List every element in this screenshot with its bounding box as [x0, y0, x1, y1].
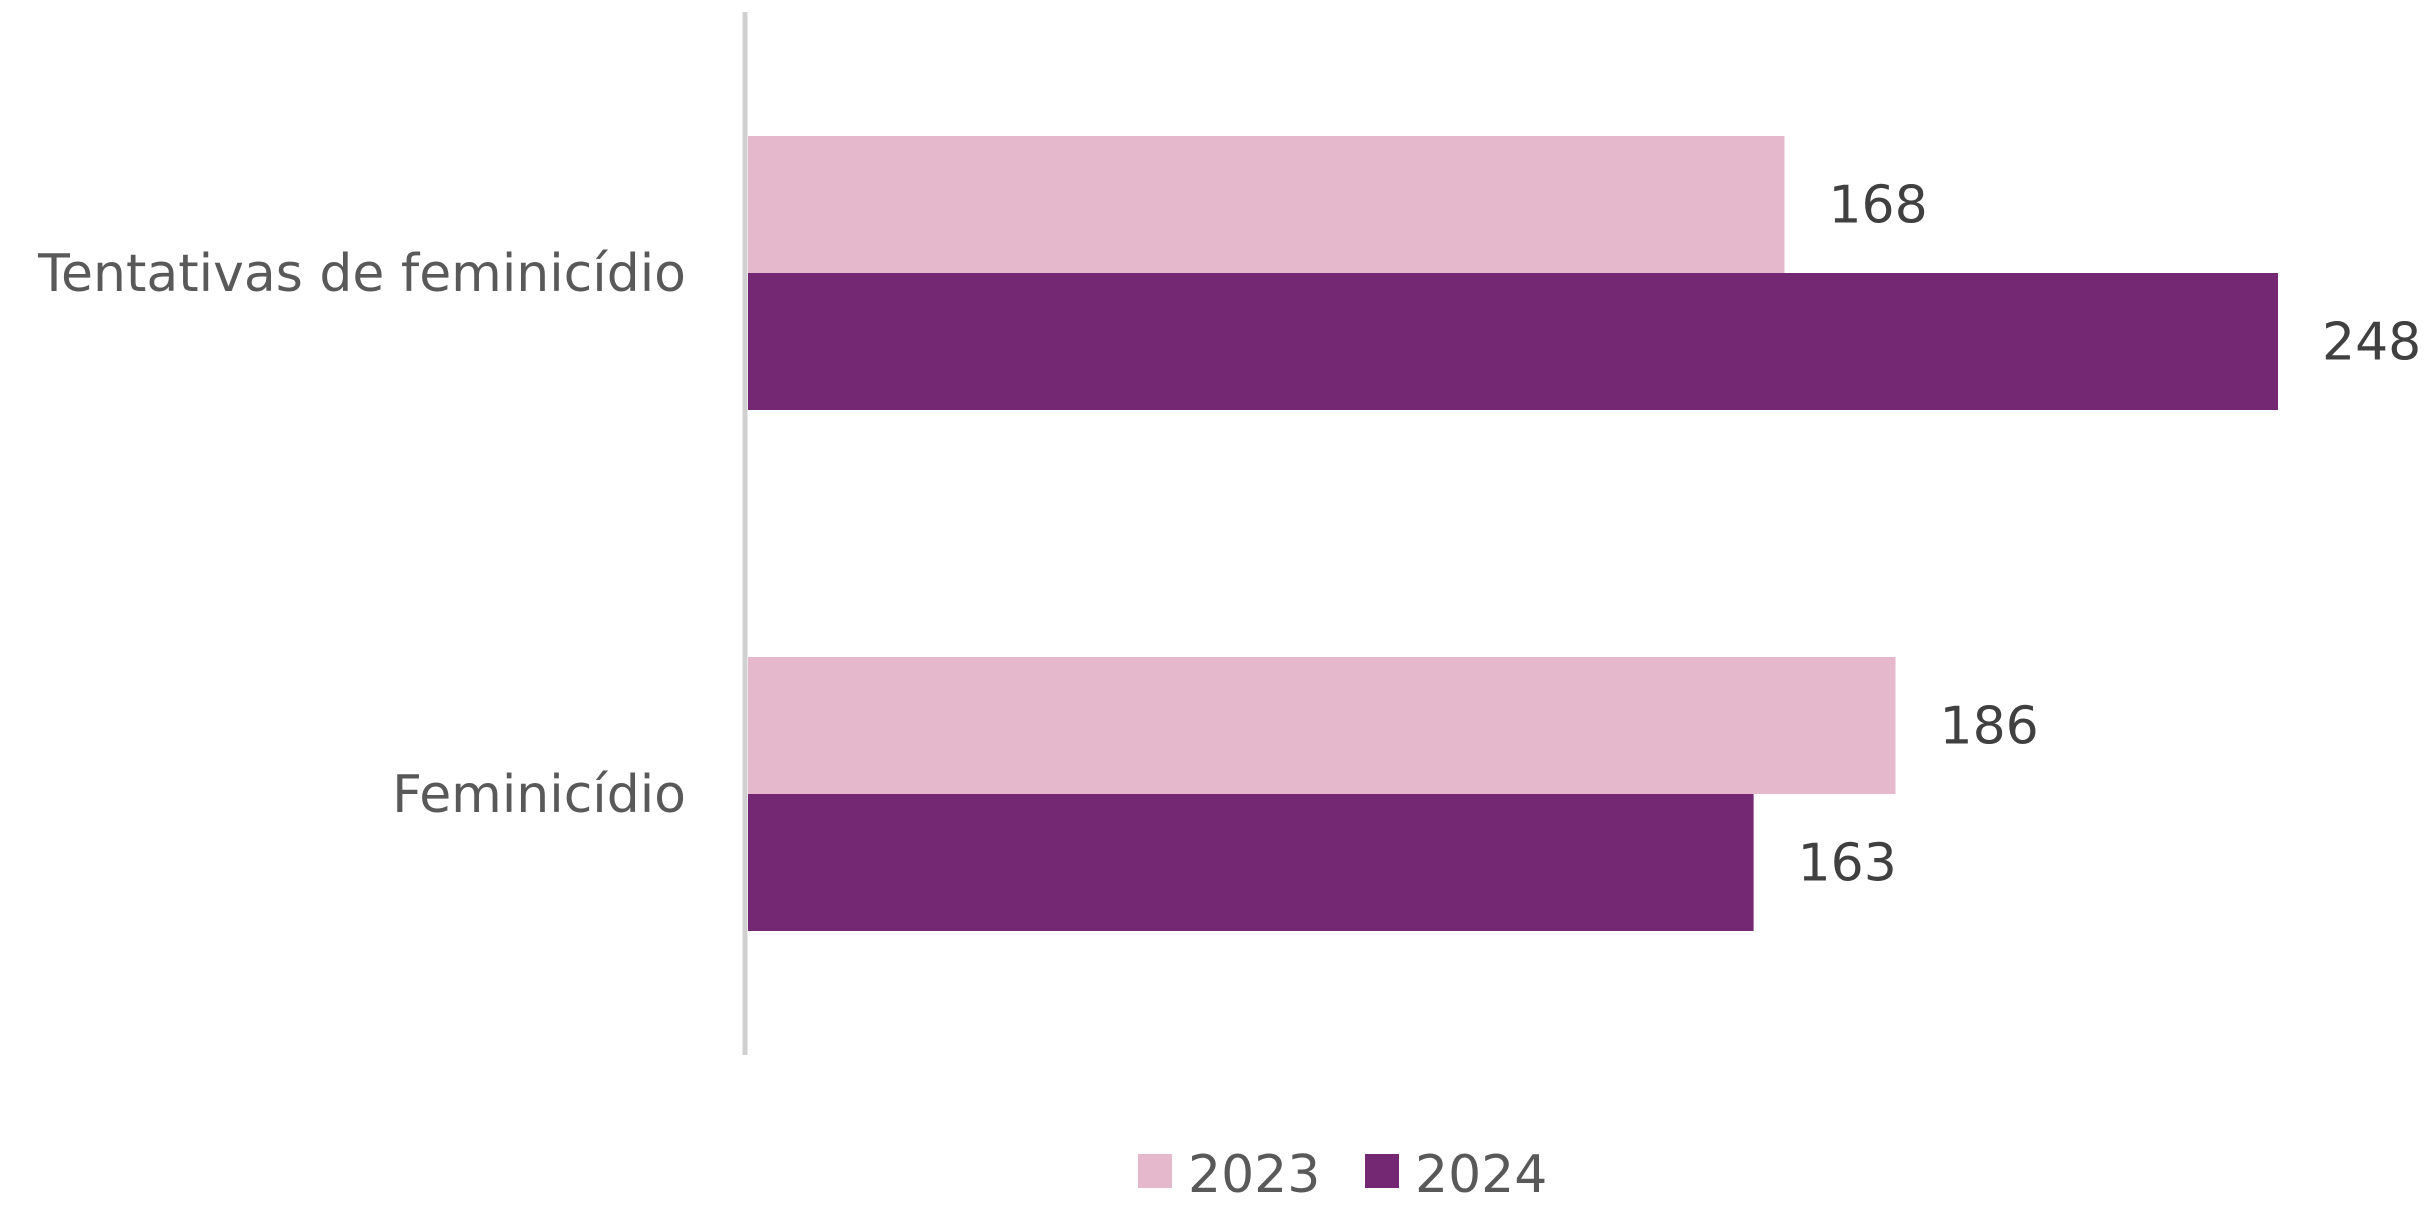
- data-labels-group: 168 248 186 163: [1798, 176, 2422, 894]
- legend: 2023 2024: [1138, 1145, 1547, 1205]
- legend-swatch-2024: [1365, 1154, 1399, 1188]
- category-label: Tentativas de feminicídio: [37, 244, 686, 304]
- legend-label-2023: 2023: [1188, 1145, 1320, 1205]
- bar-2024-feminicidio: [748, 794, 1754, 931]
- data-label: 186: [1940, 697, 2039, 757]
- data-label: 248: [2322, 313, 2421, 373]
- bar-2023-feminicidio: [748, 657, 1896, 794]
- data-label: 168: [1828, 176, 1927, 236]
- category-label: Feminicídio: [392, 765, 686, 825]
- bar-2024-tentativas: [748, 273, 2278, 410]
- legend-swatch-2023: [1138, 1154, 1172, 1188]
- bars-group: [748, 136, 2278, 931]
- category-labels-group: Tentativas de feminicídio Feminicídio: [37, 244, 686, 825]
- legend-label-2024: 2024: [1415, 1145, 1547, 1205]
- bar-2023-tentativas: [748, 136, 1785, 273]
- data-label: 163: [1798, 834, 1897, 894]
